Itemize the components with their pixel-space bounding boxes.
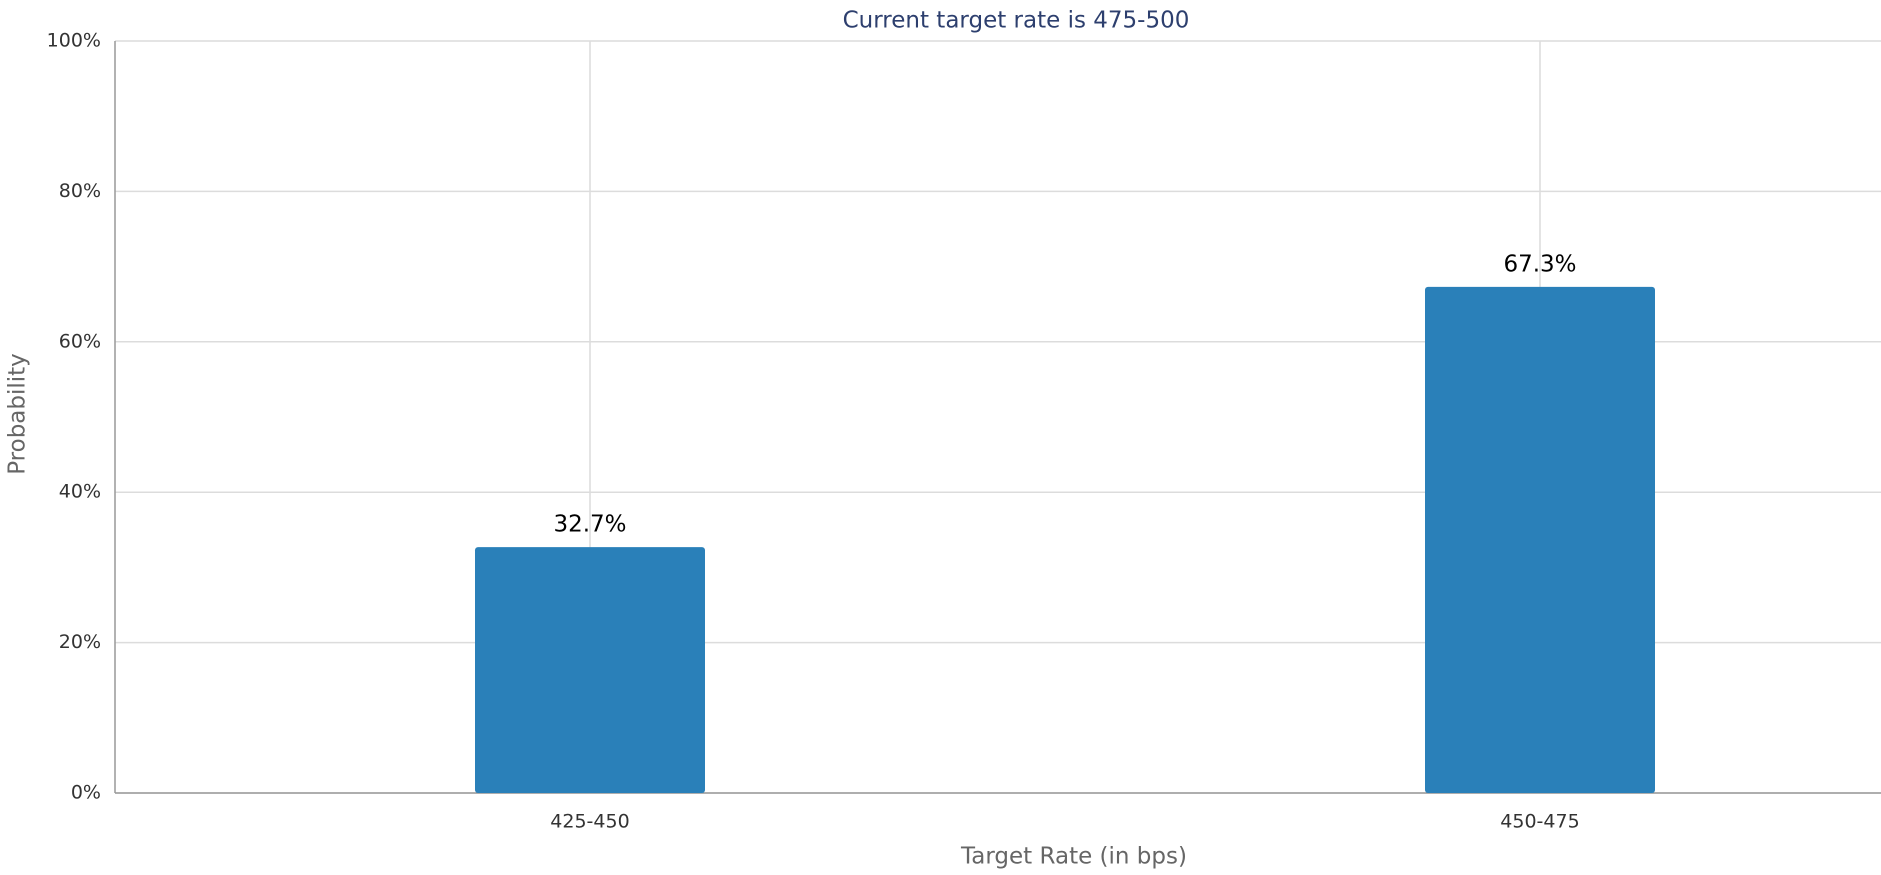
x-tick-label: 450-475	[1500, 811, 1579, 833]
y-tick-label: 0%	[71, 782, 101, 804]
y-tick-label: 60%	[59, 330, 101, 352]
bar	[475, 547, 705, 793]
y-tick-label: 40%	[59, 481, 101, 503]
data-label: 67.3%	[1503, 251, 1576, 277]
bar	[1425, 286, 1655, 793]
x-axis-label: Target Rate (in bps)	[960, 844, 1187, 870]
chart-title: Current target rate is 475-500	[843, 8, 1190, 34]
data-label: 32.7%	[553, 512, 626, 538]
y-tick-label: 20%	[59, 631, 101, 653]
y-tick-label: 80%	[59, 180, 101, 202]
y-axis-label: Probability	[5, 353, 31, 475]
x-tick-label: 425-450	[550, 811, 629, 833]
y-tick-label: 100%	[47, 30, 101, 52]
